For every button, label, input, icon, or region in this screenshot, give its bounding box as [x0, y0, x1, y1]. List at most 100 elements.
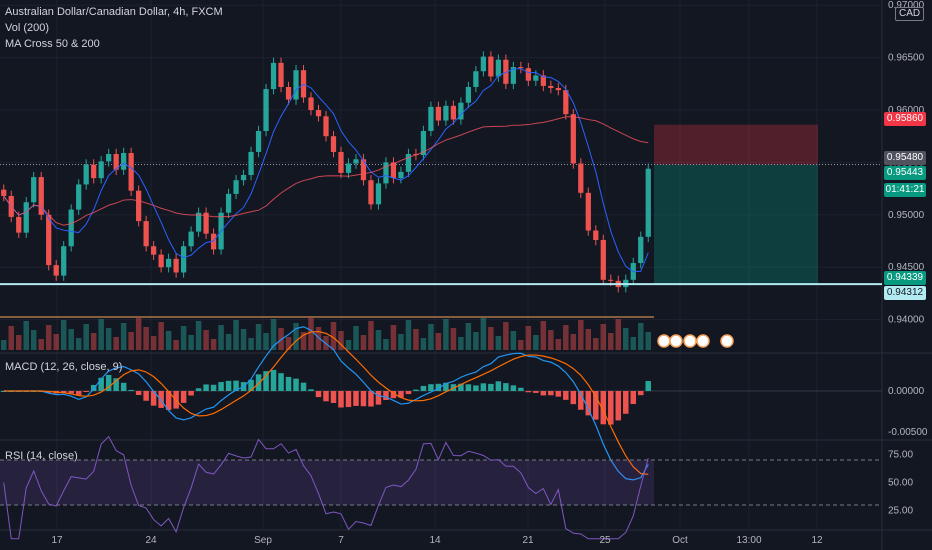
candle	[360, 159, 367, 181]
macd-histogram-bar	[293, 378, 299, 391]
volume-bar	[180, 326, 187, 350]
volume-bar	[458, 337, 464, 350]
rsi-band	[0, 460, 654, 505]
price-axis-label: 0.96500	[888, 53, 925, 64]
macd-histogram-bar	[90, 384, 97, 391]
volume-bar	[8, 326, 14, 350]
support-line-label[interactable]: 0.94312	[884, 286, 926, 300]
candle	[1, 189, 7, 196]
candle	[435, 106, 442, 121]
macd-histogram-bar	[255, 374, 262, 391]
candle	[293, 70, 299, 100]
candle	[585, 192, 591, 231]
candle	[473, 71, 479, 87]
candle	[23, 202, 29, 233]
macd-histogram-bar	[533, 391, 539, 393]
macd-histogram-bar	[75, 391, 82, 395]
volume-indicator-label[interactable]: Vol (200)	[5, 22, 50, 34]
macd-histogram-bar	[405, 391, 412, 395]
volume-bar	[90, 333, 97, 350]
macd-histogram-bar	[383, 391, 389, 400]
volume-bar	[83, 324, 89, 350]
macd-histogram-bar	[143, 391, 149, 401]
macd-histogram-bar	[353, 391, 359, 406]
candle	[495, 59, 501, 77]
macd-histogram-bar	[480, 383, 487, 391]
macd-axis-label: -0.00500	[888, 427, 928, 438]
volume-bar	[518, 340, 524, 350]
volume-bar	[23, 321, 29, 350]
volume-bar	[233, 320, 239, 350]
price-axis-label: 0.94500	[888, 262, 925, 273]
candle	[233, 180, 239, 194]
macd-histogram-bar	[165, 391, 172, 411]
stop-loss-zone	[654, 124, 818, 165]
candle	[263, 89, 269, 131]
volume-bar	[623, 328, 629, 350]
macd-histogram-bar	[135, 391, 142, 395]
macd-histogram-bar	[368, 391, 374, 407]
rsi-line	[3, 435, 649, 540]
candle	[143, 221, 149, 247]
macd-histogram-bar	[473, 385, 479, 391]
macd-histogram-bar	[113, 378, 119, 391]
macd-histogram-bar	[300, 382, 307, 391]
candle	[480, 56, 487, 72]
volume-bar	[450, 328, 457, 350]
candle	[450, 105, 457, 120]
volume-bar	[255, 324, 262, 350]
macd-indicator-label[interactable]: MACD (12, 26, close, 9)	[5, 361, 123, 373]
candle	[31, 177, 37, 203]
volume-bar	[128, 332, 134, 350]
candle	[353, 159, 359, 164]
volume-bar	[330, 322, 337, 350]
candle	[593, 230, 599, 240]
volume-bar	[360, 335, 367, 350]
price-axis-label: 0.96000	[888, 105, 925, 116]
volume-bar	[188, 335, 194, 350]
candle	[638, 236, 644, 264]
macd-histogram-bar	[128, 389, 134, 391]
volume-bar	[488, 327, 494, 350]
candle	[270, 62, 277, 90]
macd-histogram-bar	[548, 391, 554, 396]
macd-histogram-bar	[525, 391, 532, 393]
volume-bar	[165, 331, 172, 350]
candle	[600, 239, 606, 280]
volume-bar	[210, 339, 217, 350]
candle	[578, 163, 584, 193]
candle	[390, 162, 397, 179]
macd-histogram-bar	[645, 381, 651, 391]
volume-bar	[375, 330, 382, 350]
ma-cross-indicator-label[interactable]: MA Cross 50 & 200	[5, 38, 100, 50]
macd-histogram-bar	[563, 391, 569, 400]
candle	[570, 114, 576, 164]
stop-price-tag: 0.95860	[884, 112, 926, 126]
currency-badge: CAD	[895, 7, 925, 21]
candle	[278, 62, 284, 87]
candle	[240, 175, 247, 181]
rsi-indicator-label[interactable]: RSI (14, close)	[5, 450, 78, 462]
ma-200-line	[3, 116, 649, 226]
volume-bar	[585, 329, 592, 350]
macd-histogram-bar	[375, 391, 382, 405]
macd-histogram-bar	[570, 391, 577, 405]
volume-bar	[38, 339, 44, 350]
time-axis-label: Oct	[672, 535, 688, 546]
volume-bar	[338, 331, 344, 350]
volume-bar	[405, 320, 412, 350]
volume-bar	[158, 322, 164, 350]
volume-bar	[30, 330, 37, 350]
macd-histogram-bar	[188, 391, 194, 396]
macd-histogram-bar	[315, 391, 322, 398]
volume-bar	[135, 318, 142, 350]
volume-bar	[615, 319, 622, 350]
volume-bar	[173, 340, 179, 350]
candle	[173, 258, 179, 273]
ca-flag-event-icon	[720, 334, 734, 348]
volume-bar	[285, 337, 292, 350]
volume-bar	[218, 325, 224, 350]
price-axis-label: 0.95000	[888, 210, 925, 221]
candle	[210, 233, 217, 250]
